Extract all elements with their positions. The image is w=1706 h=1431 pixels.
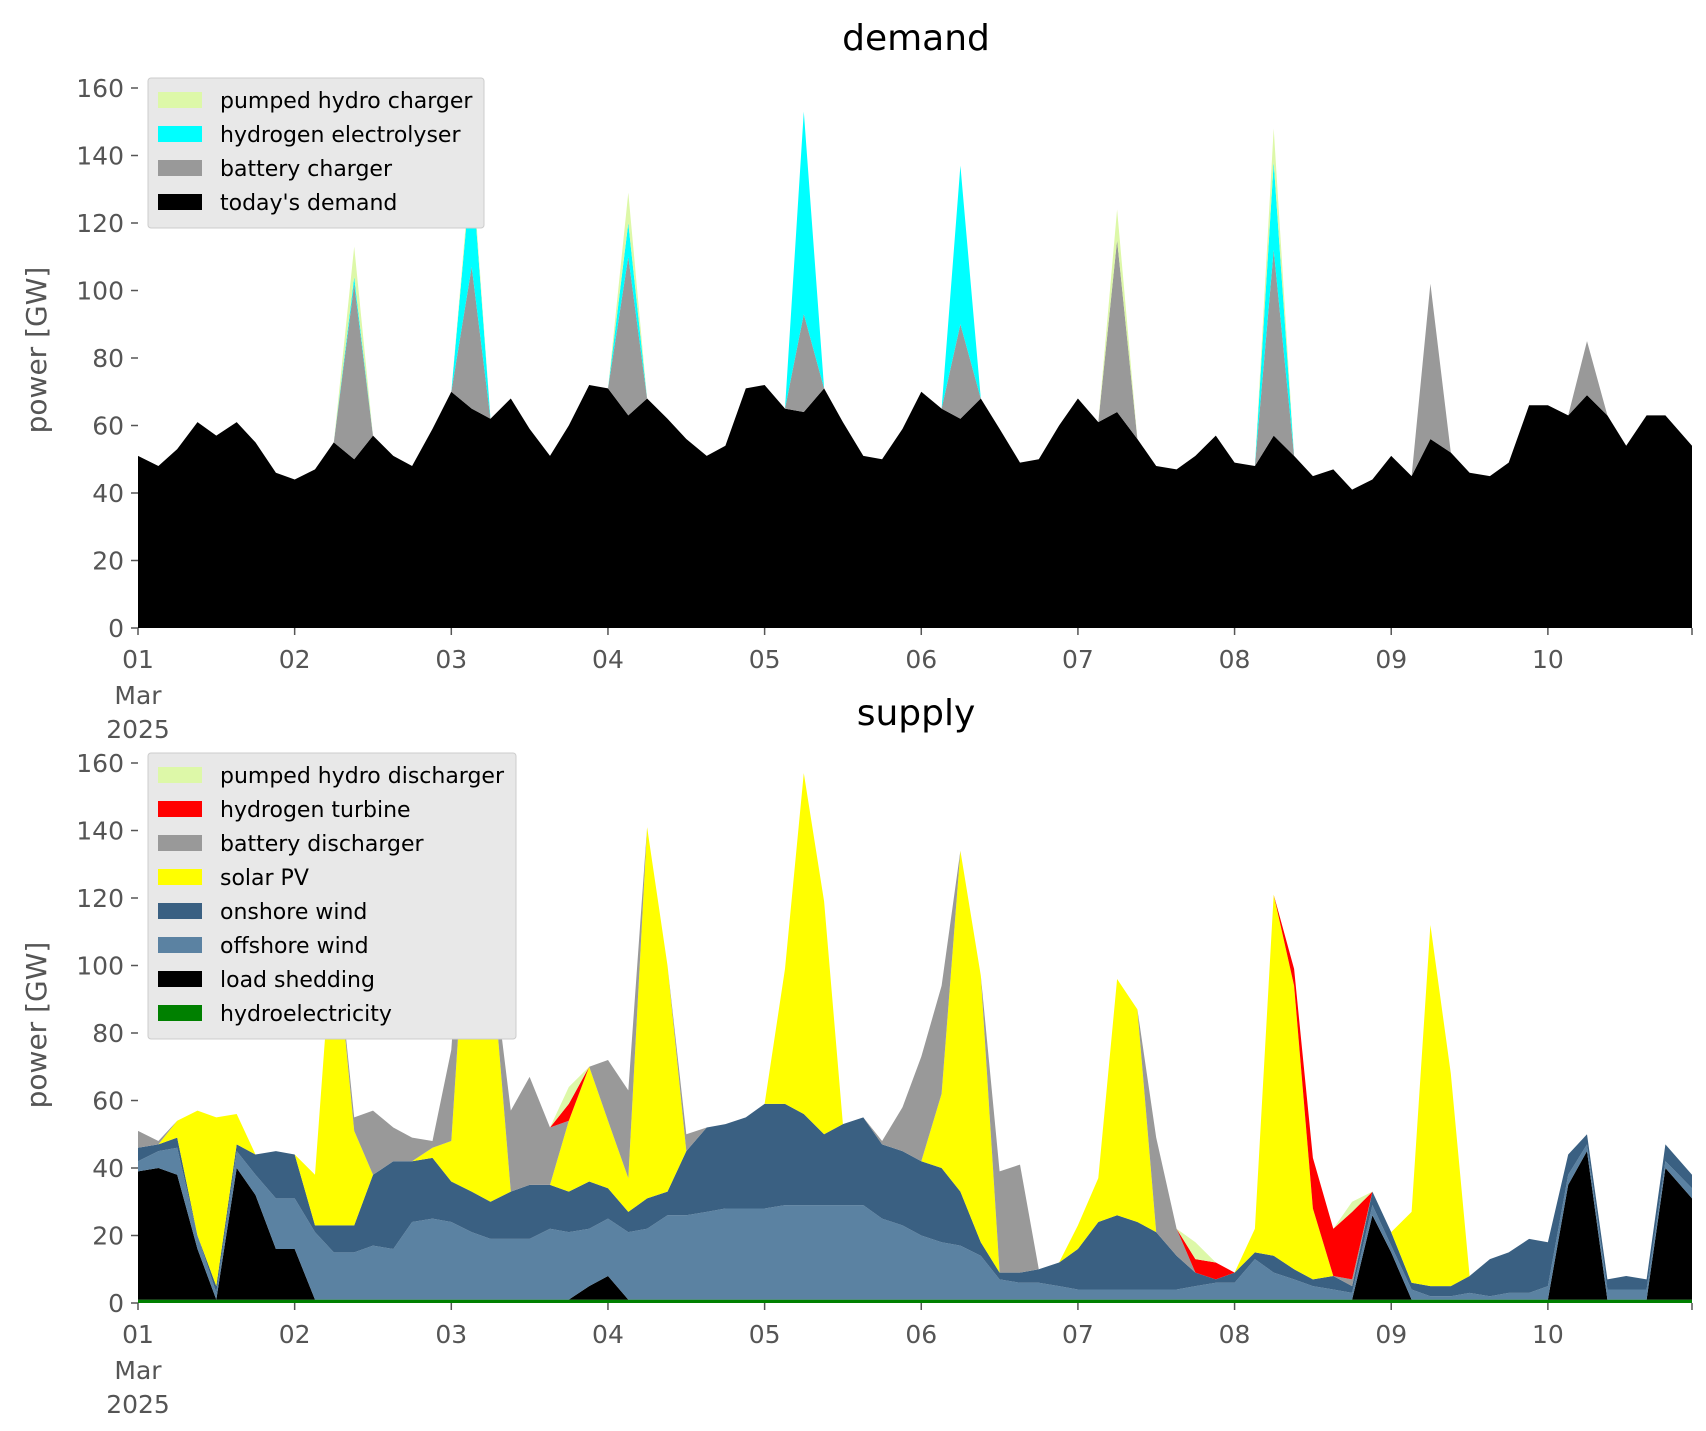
- x-tick-label: 10: [1532, 645, 1564, 674]
- legend-swatch-load-shedding: [158, 971, 202, 987]
- area-battery-discharger: [138, 752, 1692, 1287]
- supply-chart: supply power [GW] 0204060801001201401600…: [20, 693, 1693, 1419]
- x-tick-label: 08: [1219, 1320, 1251, 1349]
- y-tick-label: 20: [92, 1222, 124, 1251]
- y-tick-label: 100: [76, 277, 124, 306]
- legend-label-pumped-hydro-discharger: pumped hydro discharger: [220, 764, 505, 789]
- x-tick-label: 03: [435, 1320, 467, 1349]
- y-tick-label: 140: [76, 142, 124, 171]
- legend-swatch-hydroelectricity: [158, 1005, 202, 1021]
- x-tick-label: 08: [1219, 645, 1251, 674]
- y-axis-label: power [GW]: [20, 942, 53, 1109]
- y-tick-label: 140: [76, 817, 124, 846]
- legend-label-battery-discharger: battery discharger: [220, 832, 425, 857]
- legend-swatch-hydrogen-turbine: [158, 801, 202, 817]
- x-tick-label: 01: [122, 645, 154, 674]
- x-tick-label: 07: [1062, 1320, 1094, 1349]
- legend-swatch-today-s-demand: [158, 194, 202, 210]
- legend-label-pumped-hydro-charger: pumped hydro charger: [220, 89, 473, 114]
- legend-label-battery-charger: battery charger: [220, 157, 393, 182]
- y-tick-label: 0: [108, 1289, 124, 1318]
- x-tick-label: 09: [1375, 645, 1407, 674]
- y-tick-label: 120: [76, 884, 124, 913]
- x-tick-sublabel: Mar: [114, 681, 162, 710]
- legend-swatch-pumped-hydro-discharger: [158, 767, 202, 783]
- area-series-group: [138, 111, 1692, 628]
- x-tick-label: 03: [435, 645, 467, 674]
- legend-box: [147, 752, 517, 1040]
- x-tick-sublabel: 2025: [106, 1390, 170, 1419]
- x-tick-label: 02: [279, 1320, 311, 1349]
- y-tick-label: 0: [108, 614, 124, 643]
- x-tick-label: 09: [1375, 1320, 1407, 1349]
- legend-label-hydrogen-electrolyser: hydrogen electrolyser: [220, 123, 461, 148]
- legend: pumped hydro discharger hydrogen turbine b…: [147, 752, 517, 1040]
- legend-box: [147, 77, 485, 229]
- y-tick-label: 100: [76, 952, 124, 981]
- x-tick-label: 04: [592, 1320, 624, 1349]
- legend-label-offshore-wind: offshore wind: [220, 934, 369, 959]
- area-offshore-wind: [138, 1144, 1692, 1300]
- x-tick-sublabel: Mar: [114, 1356, 162, 1385]
- y-tick-label: 120: [76, 209, 124, 238]
- chart-title: supply: [857, 693, 976, 734]
- y-tick-label: 60: [92, 412, 124, 441]
- legend-label-hydroelectricity: hydroelectricity: [220, 1002, 392, 1027]
- y-tick-label: 40: [92, 479, 124, 508]
- legend-label-hydrogen-turbine: hydrogen turbine: [220, 798, 411, 823]
- legend-label-today-s-demand: today's demand: [220, 191, 397, 216]
- y-axis-label: power [GW]: [20, 267, 53, 434]
- chart-title: demand: [842, 18, 990, 59]
- y-tick-label: 80: [92, 344, 124, 373]
- legend-swatch-offshore-wind: [158, 937, 202, 953]
- area-hydroelectricity: [138, 1299, 1692, 1303]
- legend-swatch-hydrogen-electrolyser: [158, 126, 202, 142]
- x-tick-label: 10: [1532, 1320, 1564, 1349]
- x-tick-sublabel: 2025: [106, 715, 170, 744]
- area-load-shedding: [138, 1151, 1692, 1300]
- y-tick-label: 40: [92, 1154, 124, 1183]
- legend-swatch-solar-pv: [158, 869, 202, 885]
- legend-swatch-onshore-wind: [158, 903, 202, 919]
- y-tick-label: 20: [92, 547, 124, 576]
- demand-chart: demand power [GW] 0204060801001201401600…: [20, 18, 1693, 744]
- area-today-s-demand: [138, 385, 1692, 628]
- x-tick-label: 07: [1062, 645, 1094, 674]
- legend-swatch-battery-discharger: [158, 835, 202, 851]
- legend-label-solar-pv: solar PV: [220, 866, 309, 891]
- y-tick-label: 160: [76, 749, 124, 778]
- legend-swatch-battery-charger: [158, 160, 202, 176]
- x-tick-label: 06: [905, 1320, 937, 1349]
- y-tick-label: 80: [92, 1019, 124, 1048]
- area-onshore-wind: [138, 1103, 1692, 1297]
- x-tick-label: 06: [905, 645, 937, 674]
- legend: pumped hydro charger hydrogen electrolyse…: [147, 77, 485, 229]
- y-tick-label: 160: [76, 74, 124, 103]
- area-series-group: [138, 752, 1692, 1303]
- x-tick-label: 02: [279, 645, 311, 674]
- x-tick-label: 05: [749, 645, 781, 674]
- axes: 0 20 40 60 80 100 120 140 160 01 Mar 2025 02 03 04 05 06…: [76, 749, 1693, 1419]
- legend-swatch-pumped-hydro-charger: [158, 92, 202, 108]
- x-tick-label: 01: [122, 1320, 154, 1349]
- axes: 0 20 40 60 80 100 120 140 160 01 Mar 2025 02 03 04 05 06…: [76, 74, 1693, 744]
- legend-label-onshore-wind: onshore wind: [220, 900, 367, 925]
- x-tick-label: 04: [592, 645, 624, 674]
- y-tick-label: 60: [92, 1087, 124, 1116]
- area-solar-pv: [138, 773, 1692, 1287]
- x-tick-label: 05: [749, 1320, 781, 1349]
- legend-label-load-shedding: load shedding: [220, 968, 375, 993]
